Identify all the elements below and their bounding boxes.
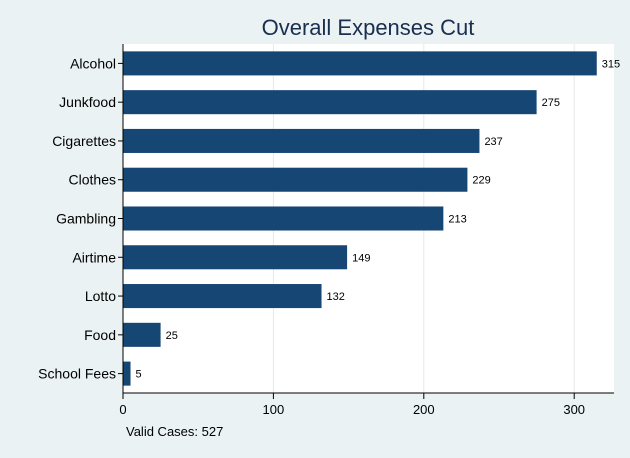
- value-label: 213: [448, 214, 466, 226]
- value-label: 237: [484, 136, 502, 148]
- value-label: 25: [166, 330, 178, 342]
- x-tick-label-100: 100: [263, 402, 285, 417]
- value-label: 132: [327, 291, 345, 303]
- value-label: 149: [352, 252, 370, 264]
- bar-airtime: [123, 245, 348, 270]
- value-label: 275: [542, 97, 560, 109]
- value-label: 5: [136, 369, 142, 381]
- category-label: School Fees: [38, 366, 116, 382]
- value-label: 315: [602, 58, 620, 70]
- bar-food: [123, 322, 161, 347]
- bar-gambling: [123, 206, 444, 231]
- category-label: Airtime: [72, 249, 116, 265]
- category-label: Clothes: [69, 172, 116, 188]
- bars: [123, 51, 597, 386]
- bar-cigarettes: [123, 128, 480, 153]
- valid-cases-note: Valid Cases: 527: [126, 424, 223, 439]
- category-label: Alcohol: [70, 55, 116, 71]
- value-label: 229: [472, 175, 490, 187]
- category-label: Cigarettes: [52, 133, 116, 149]
- category-label: Lotto: [85, 288, 116, 304]
- category-label: Food: [84, 327, 116, 343]
- chart-title: Overall Expenses Cut: [262, 15, 475, 40]
- bar-school-fees: [123, 361, 131, 386]
- bar-clothes: [123, 167, 468, 192]
- x-tick-label-0: 0: [119, 402, 126, 417]
- bar-alcohol: [123, 51, 597, 76]
- bar-lotto: [123, 284, 322, 309]
- category-label: Gambling: [56, 211, 116, 227]
- x-tick-label-300: 300: [563, 402, 585, 417]
- value-labels: 315 275 237 229 213 149 132 25 5: [136, 58, 621, 380]
- x-tick-label-200: 200: [413, 402, 435, 417]
- category-label: Junkfood: [59, 94, 116, 110]
- category-labels: Alcohol Junkfood Cigarettes Clothes Gambling…: [38, 55, 123, 382]
- x-axis-ticks: 0 100 200 300: [119, 393, 585, 417]
- bar-junkfood: [123, 90, 537, 115]
